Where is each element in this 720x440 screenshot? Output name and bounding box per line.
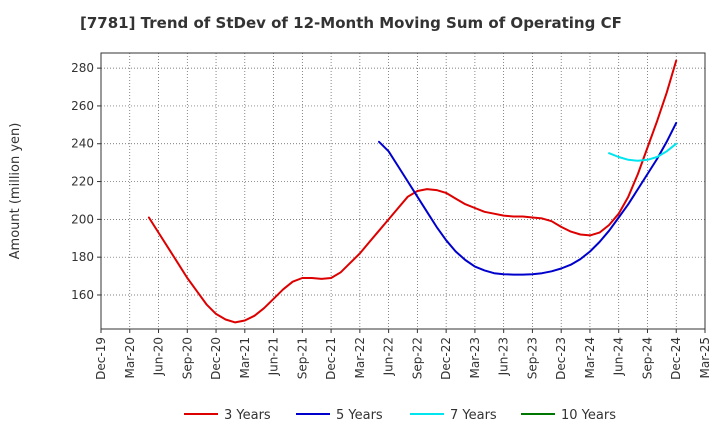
x-tick-label: Dec-22: [439, 337, 453, 380]
x-tick-label: Dec-23: [554, 337, 568, 380]
x-tick-label: Dec-21: [324, 337, 338, 380]
x-tick-label: Sep-23: [525, 337, 539, 379]
series-line-3-years: [147, 59, 678, 324]
y-tick-label: 180: [71, 250, 94, 264]
x-tick-label: Dec-19: [94, 337, 108, 380]
x-tick-label: Sep-24: [640, 337, 654, 379]
y-axis: 160 180 200 220 240 260 280: [71, 61, 101, 302]
x-tick-label: Mar-24: [583, 337, 597, 378]
x-tick-label: Jun-22: [382, 337, 396, 376]
y-tick-label: 160: [71, 288, 94, 302]
legend-label-5-years: 5 Years: [336, 408, 383, 423]
chart-title: [7781] Trend of StDev of 12-Month Moving…: [80, 14, 622, 32]
x-tick-label: Mar-25: [698, 337, 712, 378]
x-tick-label: Jun-20: [152, 337, 166, 376]
x-tick-label: Mar-21: [238, 337, 252, 378]
legend: 3 Years 5 Years 7 Years 10 Years: [184, 408, 616, 423]
x-tick-label: Jun-23: [497, 337, 511, 376]
series-line-7-years: [608, 142, 678, 162]
x-tick-label: Sep-22: [410, 337, 424, 379]
x-tick-label: Sep-21: [295, 337, 309, 379]
grid-layer: [101, 53, 705, 329]
y-tick-label: 260: [71, 99, 94, 113]
x-tick-label: Mar-20: [123, 337, 137, 378]
y-axis-title: Amount (million yen): [8, 123, 23, 260]
x-tick-label: Jun-21: [267, 337, 281, 376]
x-tick-label: Dec-24: [669, 337, 683, 380]
y-tick-label: 240: [71, 137, 94, 151]
x-tick-label: Dec-20: [209, 337, 223, 380]
legend-label-7-years: 7 Years: [450, 408, 497, 423]
y-tick-label: 200: [71, 212, 94, 226]
plot-frame: [100, 52, 706, 330]
legend-label-10-years: 10 Years: [561, 408, 616, 423]
x-axis: Dec-19 Mar-20 Jun-20 Sep-20 Dec-20 Mar-21 Jun-…: [94, 329, 712, 380]
y-tick-label: 280: [71, 61, 94, 75]
x-tick-label: Mar-23: [468, 337, 482, 378]
y-tick-label: 220: [71, 175, 94, 189]
series-layer: [147, 59, 678, 324]
legend-label-3-years: 3 Years: [224, 408, 271, 423]
x-tick-label: Jun-24: [612, 337, 626, 376]
series-line-5-years: [378, 121, 678, 276]
x-tick-label: Mar-22: [353, 337, 367, 378]
x-tick-label: Sep-20: [180, 337, 194, 379]
